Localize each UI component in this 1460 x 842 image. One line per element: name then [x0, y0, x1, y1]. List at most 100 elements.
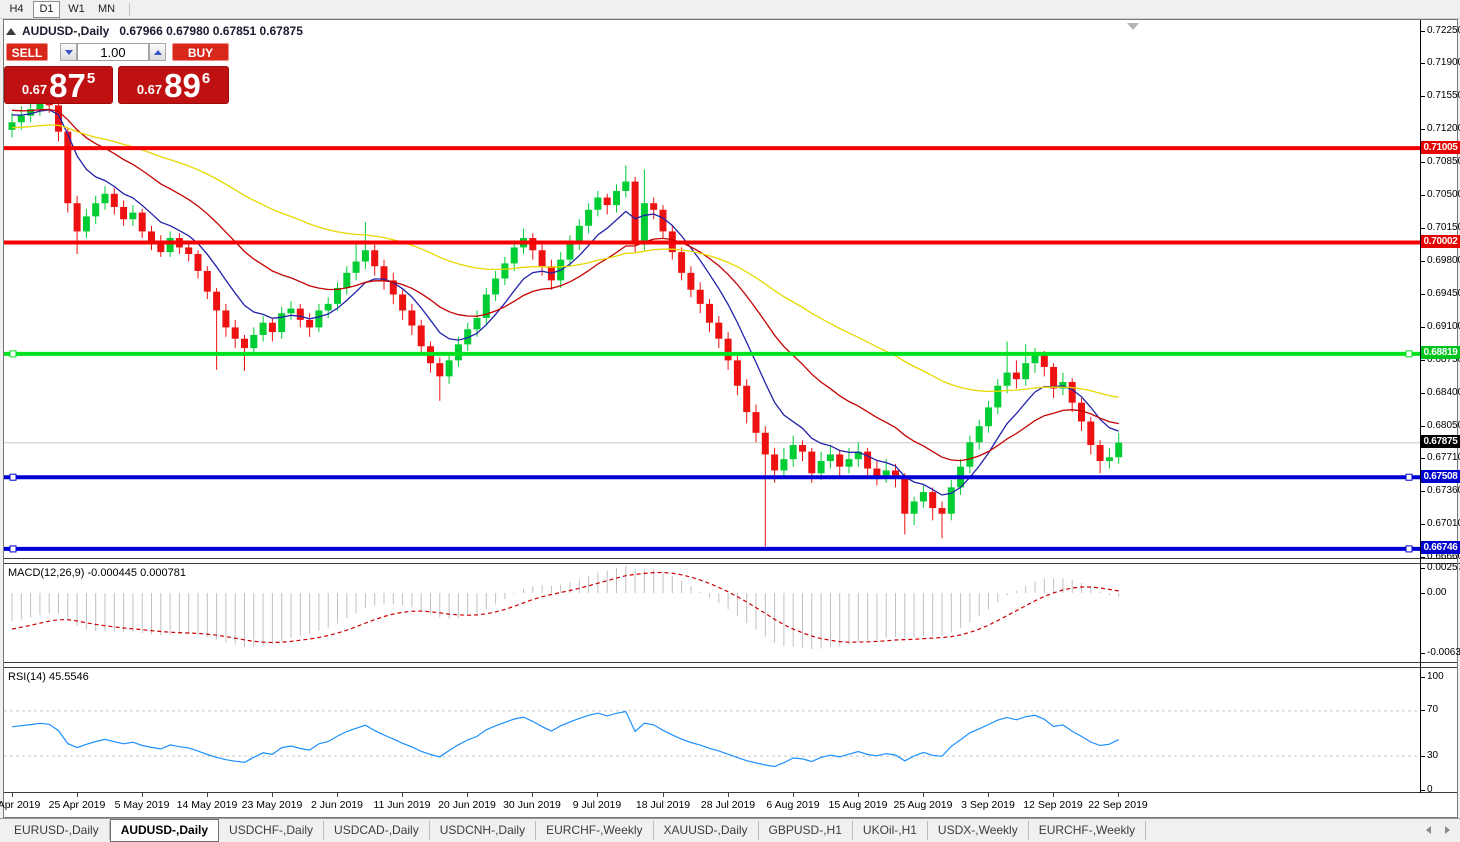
- price-axis-tick: [1420, 195, 1425, 196]
- line-drag-handle: [1405, 473, 1413, 481]
- timeframe-button-mn[interactable]: MN: [97, 2, 116, 15]
- timeframe-button-d1[interactable]: D1: [33, 0, 60, 18]
- candle-body: [650, 203, 658, 210]
- candle-body: [613, 190, 620, 206]
- timeframe-button-h4[interactable]: H4: [9, 2, 24, 15]
- price-axis-tick: [1420, 524, 1425, 525]
- tab-xauusd-daily[interactable]: XAUUSD-,Daily: [654, 820, 759, 840]
- price-axis-tick: [1420, 458, 1425, 459]
- tab-scroll-left-icon[interactable]: [1426, 826, 1431, 834]
- rsi-axis-tick: [1420, 756, 1425, 757]
- candle-body: [92, 203, 100, 217]
- candle-body: [1050, 366, 1058, 389]
- candle-body: [417, 325, 425, 347]
- price-axis-label: 0.71550: [1427, 90, 1460, 101]
- date-axis-tick: [988, 793, 989, 797]
- volume-input[interactable]: [77, 43, 149, 61]
- rsi-name: RSI(14): [8, 671, 46, 683]
- price-tag: 0.67875: [1421, 435, 1460, 448]
- rsi-panel[interactable]: [4, 668, 1420, 792]
- tab-scroll-right-icon[interactable]: [1445, 826, 1450, 834]
- buy-price-box[interactable]: 0.67 89 6: [118, 66, 229, 104]
- panel-separator[interactable]: [4, 558, 1457, 564]
- date-axis-label: 11 Jun 2019: [373, 799, 431, 811]
- date-axis-label: 18 Jul 2019: [635, 799, 691, 811]
- date-axis-tick: [1118, 793, 1119, 797]
- volume-increase-button[interactable]: [149, 43, 166, 61]
- candle-body: [975, 426, 983, 443]
- date-axis-label: 30 Jun 2019: [503, 799, 561, 811]
- buy-button[interactable]: BUY: [172, 43, 229, 61]
- price-axis-tick: [1420, 261, 1425, 262]
- sell-button[interactable]: SELL: [6, 43, 48, 61]
- candle-body: [315, 310, 323, 328]
- tab-ukoil-h1[interactable]: UKOil-,H1: [853, 820, 928, 840]
- candle-body: [324, 303, 332, 311]
- candle-body: [678, 252, 686, 273]
- tab-usdcnh-daily[interactable]: USDCNH-,Daily: [430, 820, 537, 840]
- candle-body: [1068, 381, 1076, 403]
- candle-body: [334, 287, 341, 304]
- buy-price-pip: 6: [201, 70, 211, 87]
- tab-eurchf-weekly[interactable]: EURCHF-,Weekly: [536, 820, 654, 840]
- date-axis-tick: [532, 793, 533, 797]
- chart-shift-marker-icon[interactable]: [1127, 23, 1139, 30]
- date-axis-tick: [467, 793, 468, 797]
- buy-price-big: 89: [164, 67, 201, 104]
- date-axis-label: 2 Jun 2019: [311, 799, 363, 811]
- macd-signal-line: [11, 571, 1119, 644]
- panel-separator[interactable]: [4, 662, 1457, 668]
- tab-usdchf-daily[interactable]: USDCHF-,Daily: [219, 820, 325, 840]
- candle-body: [687, 272, 695, 290]
- rsi-axis-tick: [1420, 710, 1425, 711]
- candle-body: [1022, 363, 1030, 380]
- sell-price-box[interactable]: 0.67 87 5: [4, 66, 113, 104]
- tab-audusd-daily[interactable]: AUDUSD-,Daily: [109, 818, 220, 842]
- tab-gbpusd-h1[interactable]: GBPUSD-,H1: [759, 820, 853, 840]
- ohlc-quote-label: 0.67966 0.67980 0.67851 0.67875: [119, 24, 303, 38]
- date-axis-tick: [663, 793, 664, 797]
- candle-body: [743, 385, 751, 413]
- price-axis-label: 0.70150: [1427, 222, 1460, 233]
- price-axis-label: 0.71200: [1427, 123, 1460, 134]
- price-axis-tick: [1420, 557, 1425, 558]
- macd-panel[interactable]: [4, 564, 1420, 662]
- date-axis-label: 15 Apr 2019: [0, 799, 41, 811]
- date-axis-tick: [207, 793, 208, 797]
- toolbar-separator: [129, 2, 130, 16]
- candle-body: [575, 225, 583, 243]
- price-chart[interactable]: [4, 20, 1420, 558]
- date-axis-tick: [77, 793, 78, 797]
- tab-usdx-weekly[interactable]: USDX-,Weekly: [928, 820, 1029, 840]
- moving-average-line-21: [11, 108, 1119, 462]
- volume-decrease-button[interactable]: [60, 43, 77, 61]
- macd-axis-label: 0.002574: [1427, 562, 1460, 573]
- date-axis-label: 23 May 2019: [241, 799, 303, 811]
- timeframe-button-w1[interactable]: W1: [68, 2, 85, 15]
- date-axis-tick: [597, 793, 598, 797]
- price-axis-border: [1420, 20, 1421, 793]
- tab-usdcad-daily[interactable]: USDCAD-,Daily: [324, 820, 430, 840]
- candle-body: [203, 270, 211, 292]
- candle-body: [55, 105, 62, 132]
- macd-main-value: -0.000445: [87, 567, 138, 579]
- price-tag: 0.70002: [1421, 235, 1460, 248]
- chart-symbol-label: AUDUSD-,Daily: [22, 24, 110, 38]
- date-axis-label: 22 Sep 2019: [1088, 799, 1148, 811]
- tab-eurchf-weekly[interactable]: EURCHF-,Weekly: [1029, 820, 1147, 840]
- date-axis-tick: [12, 793, 13, 797]
- candle-body: [27, 109, 35, 116]
- candle-body: [706, 303, 713, 323]
- candle-body: [296, 308, 304, 320]
- price-tag: 0.68819: [1421, 346, 1460, 359]
- tab-eurusd-daily[interactable]: EURUSD-,Daily: [4, 820, 110, 840]
- candle-body: [17, 115, 25, 123]
- candle-body: [901, 477, 909, 514]
- candle-body: [631, 181, 639, 245]
- candle-body: [817, 461, 825, 474]
- candle-body: [510, 247, 518, 264]
- date-axis-label: 25 Aug 2019: [893, 799, 953, 811]
- collapse-panel-icon[interactable]: [6, 27, 16, 35]
- candle-body: [343, 272, 351, 288]
- panel-border: [4, 792, 1457, 793]
